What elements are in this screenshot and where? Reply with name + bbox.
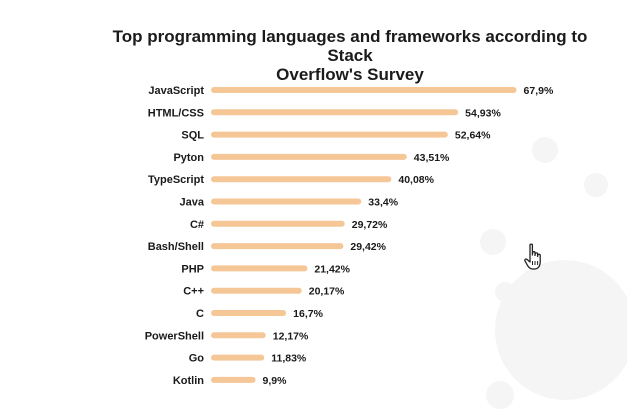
value-label: 43,51% <box>414 152 450 164</box>
value-label: 21,42% <box>314 263 350 275</box>
bar <box>211 153 407 160</box>
bar <box>211 376 256 383</box>
value-label: 11,83% <box>271 353 307 365</box>
category-label: C++ <box>183 286 204 298</box>
bar <box>211 287 302 294</box>
bar <box>211 220 345 227</box>
value-label: 67,9% <box>524 85 554 97</box>
category-label: JavaScript <box>148 85 204 97</box>
bar <box>211 243 344 250</box>
bar <box>211 87 517 93</box>
value-label: 16,7% <box>293 308 323 320</box>
value-label: 54,93% <box>465 107 501 119</box>
value-label: 40,08% <box>398 174 434 186</box>
bar <box>211 332 266 339</box>
category-label: PowerShell <box>145 330 204 342</box>
value-label: 20,17% <box>309 286 345 298</box>
value-label: 9,9% <box>263 375 288 387</box>
category-label: PHP <box>181 263 204 275</box>
bar <box>211 265 308 272</box>
bar <box>211 198 362 205</box>
bar <box>211 310 287 316</box>
bar <box>211 354 265 361</box>
category-label: C <box>196 308 204 320</box>
value-label: 29,42% <box>350 241 386 253</box>
category-label: HTML/CSS <box>148 107 204 119</box>
value-label: 29,72% <box>352 219 388 231</box>
chart-title: Top programming languages and frameworks… <box>110 27 590 84</box>
category-label: Pyton <box>173 152 204 164</box>
chart-title-line-1: Top programming languages and frameworks… <box>112 27 588 65</box>
value-label: 12,17% <box>273 330 309 342</box>
category-label: TypeScript <box>148 174 204 186</box>
value-label: 52,64% <box>455 130 491 142</box>
bar <box>211 131 448 138</box>
category-label: C# <box>190 219 204 231</box>
category-label: Bash/Shell <box>148 241 204 253</box>
value-label: 33,4% <box>368 197 398 209</box>
bar <box>211 176 392 183</box>
bar <box>211 109 459 116</box>
category-label: SQL <box>181 130 204 142</box>
category-label: Go <box>189 353 205 365</box>
hand-pointer-icon <box>524 243 541 270</box>
category-label: Kotlin <box>173 375 204 387</box>
chart-title-line-2: Overflow's Survey <box>276 65 424 84</box>
category-label: Java <box>180 197 205 209</box>
